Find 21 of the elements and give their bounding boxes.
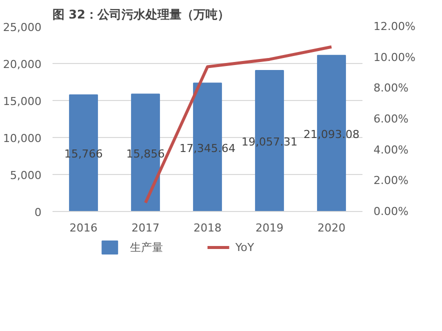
y-tick-label: 5,000 (10, 169, 42, 182)
x-tick-label: 2017 (132, 222, 160, 234)
y-tick-label: 15,000 (3, 95, 42, 108)
y-tick-label: 0 (34, 206, 42, 219)
y2-tick-label: 12.00% (374, 20, 416, 33)
y2-tick-label: 8.00% (374, 82, 408, 95)
x-tick-label: 2020 (318, 222, 346, 234)
y2-tick-label: 2.00% (374, 174, 408, 188)
x-tick-label: 2016 (70, 222, 98, 234)
y-tick-label: 10,000 (3, 132, 42, 145)
x-tick-label: 2019 (256, 222, 284, 234)
y-tick-label: 25,000 (3, 21, 42, 34)
y2-tick-label: 0.00% (374, 205, 408, 218)
legend-label: YoY (234, 241, 254, 254)
y2-tick-label: 10.00% (374, 50, 416, 64)
chart-title: 图 32：公司污水处理量（万吨） (52, 8, 230, 22)
x-tick-label: 2018 (194, 222, 222, 234)
y-tick-label: 20,000 (3, 58, 42, 71)
y2-tick-label: 4.00% (374, 143, 408, 156)
legend-label: 生产量 (130, 241, 163, 254)
y2-tick-label: 6.00% (374, 112, 408, 126)
